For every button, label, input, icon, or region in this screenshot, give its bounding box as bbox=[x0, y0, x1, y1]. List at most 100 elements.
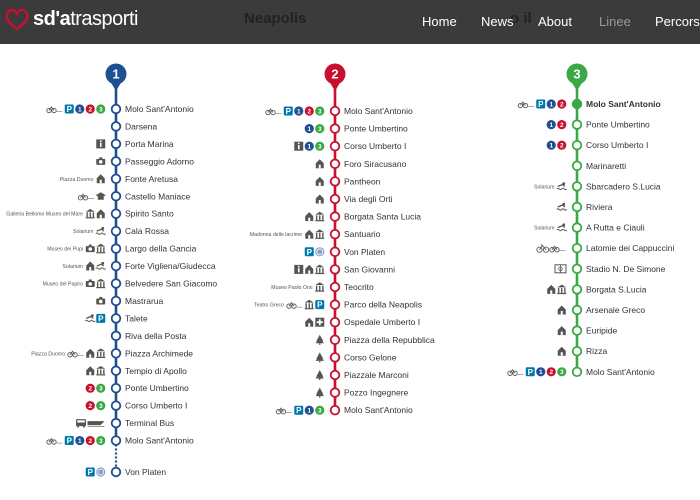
stop-name[interactable]: Borgata Santa Lucia bbox=[344, 212, 421, 222]
stop-name[interactable]: Ospedale Umberto I bbox=[344, 317, 420, 327]
stop[interactable]: Talete P bbox=[84, 313, 148, 324]
stop-name[interactable]: Pozzo Ingegnere bbox=[344, 388, 409, 398]
stop-dot[interactable] bbox=[329, 352, 341, 363]
stop-dot[interactable] bbox=[329, 299, 341, 310]
stop-dot[interactable] bbox=[329, 140, 341, 152]
stop-name[interactable]: Latomie dei Cappuccini bbox=[586, 243, 674, 253]
stop-dot[interactable] bbox=[329, 317, 341, 328]
stop[interactable]: Arsenale Greco bbox=[557, 304, 646, 316]
stop[interactable]: Molo Sant'Antonio P 1 2 3 bbox=[265, 105, 413, 117]
stop-name[interactable]: Tempio di Apollo bbox=[125, 366, 187, 376]
stop-name[interactable]: Corso Umberto I bbox=[344, 141, 406, 151]
stop[interactable]: Ponte Umbertino 1 2 bbox=[546, 119, 650, 130]
stop-name[interactable]: Molo Sant'Antonio bbox=[344, 405, 413, 415]
stop-dot[interactable] bbox=[110, 173, 122, 185]
line-3-pin[interactable]: 3 bbox=[566, 63, 588, 92]
stop-name[interactable]: A Rutta e Ciauli bbox=[586, 223, 645, 233]
stop-dot[interactable] bbox=[110, 330, 122, 342]
stop-dot[interactable] bbox=[110, 313, 122, 324]
stop-name[interactable]: Piazza Archimede bbox=[125, 348, 193, 358]
stop-name[interactable]: Spirito Santo bbox=[125, 209, 174, 219]
stop-name[interactable]: Corso Umberto I bbox=[586, 140, 648, 150]
stop[interactable]: Porta Marina bbox=[96, 138, 174, 150]
stop[interactable]: Cala Rossa Solarium bbox=[73, 225, 169, 237]
stop-dot[interactable] bbox=[329, 123, 341, 134]
stop-dot[interactable] bbox=[571, 139, 583, 151]
stop-name[interactable]: Riva della Posta bbox=[125, 331, 187, 341]
stop-dot[interactable] bbox=[329, 158, 341, 170]
stop-dot[interactable] bbox=[329, 246, 341, 258]
stop[interactable]: Molo Sant'Antonio P 1 3 bbox=[275, 405, 413, 416]
stop-name[interactable]: Stadio N. De Simone bbox=[586, 264, 666, 274]
stop-dot[interactable] bbox=[110, 383, 122, 394]
stop-dot[interactable] bbox=[571, 366, 583, 378]
nav-percorsi[interactable]: Percorsi bbox=[655, 14, 700, 29]
stop-dot[interactable] bbox=[110, 295, 122, 307]
stop[interactable]: Foro Siracusano bbox=[315, 158, 407, 170]
stop-name[interactable]: Pantheon bbox=[344, 176, 381, 186]
stop-name[interactable]: Riviera bbox=[586, 202, 613, 212]
stop-name[interactable]: Molo Sant'Antonio bbox=[344, 106, 413, 116]
stop-dot[interactable] bbox=[110, 417, 122, 429]
stop-name[interactable]: Molo Sant'Antonio bbox=[125, 436, 194, 446]
stop[interactable]: Belvedere San Giacomo Museo del Papiro bbox=[43, 278, 218, 289]
stop-dot[interactable] bbox=[110, 225, 122, 237]
stop-dot[interactable] bbox=[329, 334, 341, 346]
stop[interactable]: Ponte Umbertino 1 3 bbox=[304, 123, 408, 134]
stop[interactable]: Via degli Orti bbox=[315, 193, 393, 205]
stop-dot[interactable] bbox=[110, 435, 122, 446]
nav-linee[interactable]: Linee bbox=[599, 14, 631, 29]
stop-dot[interactable] bbox=[329, 281, 341, 293]
stop[interactable]: Pozzo Ingegnere bbox=[315, 387, 409, 398]
stop-name[interactable]: Cala Rossa bbox=[125, 226, 169, 236]
stop[interactable]: Sbarcadero S.Lucia Solarium bbox=[534, 181, 661, 192]
stop-name[interactable]: Molo Sant'Antonio bbox=[586, 99, 661, 109]
stop[interactable]: Borgata S.Lucia bbox=[547, 284, 647, 295]
stop[interactable]: Parco della Neapolis P Teatro Greco bbox=[254, 299, 422, 310]
stop-dot[interactable] bbox=[571, 119, 583, 130]
stop-dot[interactable] bbox=[329, 176, 341, 187]
stop-name[interactable]: Via degli Orti bbox=[344, 194, 393, 204]
stop-dot[interactable] bbox=[329, 211, 341, 222]
stop-name[interactable]: Corso Umberto I bbox=[125, 401, 187, 411]
stop[interactable]: Teocrito Museo Paolo Orsi bbox=[271, 281, 374, 293]
stop[interactable]: Von Platen P bbox=[304, 246, 386, 258]
stop-dot[interactable] bbox=[110, 103, 122, 115]
stop-name[interactable]: San Giovanni bbox=[344, 264, 395, 274]
stop-name[interactable]: Talete bbox=[125, 313, 148, 323]
stop[interactable]: Passeggio Adorno bbox=[96, 156, 194, 167]
stop-name[interactable]: Foro Siracusano bbox=[344, 159, 407, 169]
stop-dot[interactable] bbox=[571, 346, 583, 357]
stop-name[interactable]: Belvedere San Giacomo bbox=[125, 279, 217, 289]
nav-home[interactable]: Home bbox=[422, 14, 457, 29]
stop-dot[interactable] bbox=[110, 138, 122, 150]
stop[interactable]: Pantheon bbox=[315, 176, 381, 187]
stop[interactable]: Von Platen P bbox=[85, 466, 167, 478]
stop-name[interactable]: Molo Sant'Antonio bbox=[125, 104, 194, 114]
stop[interactable]: Riviera bbox=[556, 201, 613, 213]
stop-name[interactable]: Von Platen bbox=[344, 247, 385, 257]
stop[interactable]: Molo Sant'Antonio P 1 2 3 bbox=[46, 103, 194, 115]
stop-dot[interactable] bbox=[571, 201, 583, 213]
stop[interactable]: San Giovanni bbox=[294, 264, 395, 275]
stop-dot[interactable] bbox=[571, 304, 583, 316]
brand-logo[interactable]: sd'atrasporti bbox=[4, 7, 138, 31]
stop-dot[interactable] bbox=[110, 365, 122, 376]
stop-name[interactable]: Marinaretti bbox=[586, 161, 626, 171]
stop[interactable]: Santuario Madonna delle lacrime bbox=[250, 228, 381, 240]
stop-name[interactable]: Ponte Umbertino bbox=[344, 124, 408, 134]
stop-dot[interactable] bbox=[329, 228, 341, 240]
stop[interactable]: Forte Vigliena/Giudecca Solarium bbox=[63, 260, 216, 272]
stop[interactable]: Mastrarua bbox=[96, 295, 164, 307]
stop-dot[interactable] bbox=[110, 260, 122, 272]
stop-name[interactable]: Von Platen bbox=[125, 467, 166, 477]
stop-name[interactable]: Piazzale Marconi bbox=[344, 370, 409, 380]
stop-dot[interactable] bbox=[329, 105, 341, 117]
stop-name[interactable]: Porta Marina bbox=[125, 139, 174, 149]
stop-dot[interactable] bbox=[329, 387, 341, 398]
stop[interactable]: Darsena bbox=[110, 121, 158, 132]
stop[interactable]: Castello Maniace bbox=[77, 191, 190, 202]
stop[interactable]: A Rutta e Ciauli Solarium bbox=[534, 222, 645, 233]
stop[interactable]: Marinaretti bbox=[571, 160, 627, 172]
stop-name[interactable]: Santuario bbox=[344, 229, 381, 239]
